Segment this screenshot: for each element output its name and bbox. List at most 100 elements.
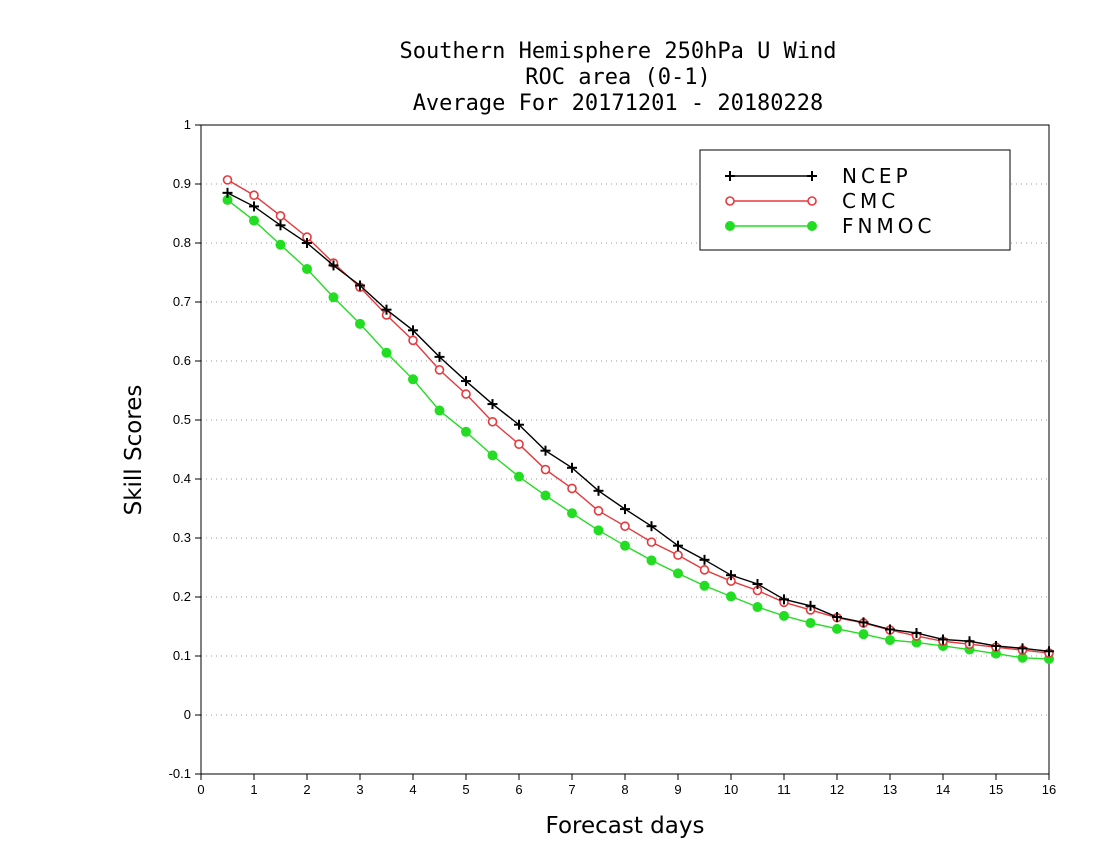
data-point-ncep xyxy=(514,419,524,430)
data-point-ncep xyxy=(991,640,1001,651)
data-point-ncep xyxy=(805,600,816,611)
data-point-fnmoc xyxy=(805,617,816,628)
y-tick-label: 0.4 xyxy=(173,471,191,486)
data-point-fnmoc xyxy=(487,450,498,461)
legend-label-fnmoc: FNMOC xyxy=(842,214,935,238)
data-point-cmc xyxy=(593,506,604,516)
data-point-fnmoc xyxy=(699,580,710,591)
data-point-fnmoc xyxy=(752,602,763,613)
data-point-ncep xyxy=(567,462,577,473)
title-line-2: ROC area (0-1) xyxy=(525,65,710,90)
y-axis-label: Skill Scores xyxy=(121,385,147,516)
data-point-fnmoc xyxy=(434,405,445,416)
x-tick-label: 5 xyxy=(462,782,469,797)
y-tick-label: 0.2 xyxy=(173,589,191,604)
x-tick-label: 13 xyxy=(883,782,897,797)
x-tick-label: 11 xyxy=(777,782,791,797)
data-point-cmc xyxy=(514,439,524,449)
x-tick-label: 15 xyxy=(989,782,1003,797)
data-point-ncep xyxy=(381,304,392,315)
data-point-fnmoc xyxy=(328,292,339,303)
data-point-fnmoc xyxy=(275,239,286,250)
data-point-ncep xyxy=(328,260,339,271)
y-tick-label: -0.1 xyxy=(169,766,191,781)
data-point-ncep xyxy=(1044,646,1054,657)
data-point-ncep xyxy=(620,504,630,515)
data-point-cmc xyxy=(222,175,233,185)
legend-marker-fnmoc xyxy=(807,221,817,231)
data-point-cmc xyxy=(540,464,551,475)
data-point-fnmoc xyxy=(885,635,895,646)
data-point-cmc xyxy=(434,365,445,375)
data-point-fnmoc xyxy=(381,347,392,358)
legend-label-cmc: CMC xyxy=(842,189,899,213)
data-point-ncep xyxy=(408,325,418,336)
data-point-fnmoc xyxy=(646,555,657,566)
series-layer xyxy=(222,175,1054,664)
legend-marker-fnmoc xyxy=(725,221,735,231)
legend-marker-ncep xyxy=(725,171,735,181)
data-point-ncep xyxy=(938,634,948,645)
x-tick-label: 4 xyxy=(409,782,416,797)
data-point-cmc xyxy=(620,521,630,532)
data-point-fnmoc xyxy=(567,508,577,519)
x-tick-label: 7 xyxy=(568,782,575,797)
data-point-ncep xyxy=(673,540,683,551)
data-point-fnmoc xyxy=(726,591,736,602)
data-point-cmc xyxy=(487,416,498,427)
data-point-fnmoc xyxy=(832,623,842,634)
series-line-fnmoc xyxy=(227,199,1050,660)
y-tick-label: 0.8 xyxy=(173,235,191,250)
data-point-ncep xyxy=(858,617,869,628)
x-axis-ticks: 0 1 2 3 4 5 6 7 8 9 10 11 12 13 14 15 16 xyxy=(197,774,1056,797)
data-point-fnmoc xyxy=(302,263,312,274)
data-point-fnmoc xyxy=(540,490,551,501)
data-point-ncep xyxy=(832,612,842,623)
data-point-cmc xyxy=(275,211,286,221)
data-point-ncep xyxy=(355,280,365,291)
data-point-cmc xyxy=(699,565,710,575)
x-tick-label: 14 xyxy=(936,782,950,797)
data-point-fnmoc xyxy=(461,426,471,437)
y-tick-label: 1 xyxy=(184,117,191,132)
data-point-ncep xyxy=(222,187,233,198)
data-point-fnmoc xyxy=(673,568,683,579)
y-tick-label: 0.5 xyxy=(173,412,191,427)
data-point-ncep xyxy=(487,399,498,410)
data-point-ncep xyxy=(646,521,657,532)
data-point-ncep xyxy=(964,636,975,647)
data-point-cmc xyxy=(249,190,259,201)
y-tick-label: 0.1 xyxy=(173,648,191,663)
y-tick-label: 0.3 xyxy=(173,530,191,545)
series-line-cmc xyxy=(227,179,1050,654)
series-ncep xyxy=(222,187,1054,657)
x-tick-label: 16 xyxy=(1042,782,1056,797)
x-tick-label: 0 xyxy=(197,782,204,797)
data-point-ncep xyxy=(593,485,604,496)
x-tick-label: 1 xyxy=(250,782,257,797)
x-tick-label: 6 xyxy=(515,782,522,797)
data-point-cmc xyxy=(646,537,657,547)
data-point-ncep xyxy=(302,238,312,248)
data-point-ncep xyxy=(434,351,445,362)
data-point-ncep xyxy=(249,201,259,212)
data-point-cmc xyxy=(408,335,418,346)
data-point-cmc xyxy=(567,483,577,494)
data-point-cmc xyxy=(461,389,471,399)
x-tick-label: 8 xyxy=(621,782,628,797)
data-point-ncep xyxy=(726,570,736,581)
y-tick-label: 0.6 xyxy=(173,353,191,368)
x-tick-label: 10 xyxy=(724,782,738,797)
series-fnmoc xyxy=(222,194,1054,664)
data-point-ncep xyxy=(752,579,763,590)
data-point-ncep xyxy=(1017,643,1028,654)
x-axis-label: Forecast days xyxy=(546,813,705,839)
data-point-fnmoc xyxy=(620,540,630,551)
data-point-ncep xyxy=(911,627,922,638)
data-point-ncep xyxy=(885,624,895,635)
y-tick-label: 0 xyxy=(184,707,191,722)
y-tick-label: 0.7 xyxy=(173,294,191,309)
